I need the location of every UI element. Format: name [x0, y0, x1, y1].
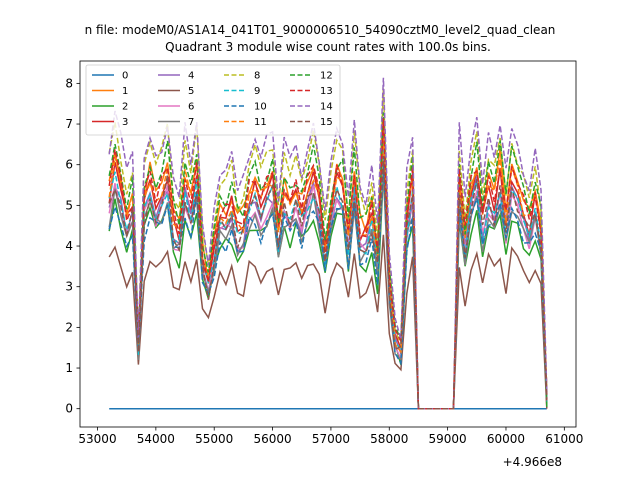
y-tick-label: 5 — [65, 198, 73, 212]
series-line-5 — [108, 234, 548, 410]
x-tick-label: 60000 — [487, 432, 525, 446]
x-tick-label: 57000 — [312, 432, 350, 446]
legend-label-9: 9 — [254, 86, 260, 97]
legend-label-13: 13 — [320, 86, 333, 97]
legend-label-0: 0 — [122, 71, 128, 82]
series-line-15 — [108, 155, 548, 410]
legend-label-7: 7 — [188, 117, 194, 128]
x-tick-label: 61000 — [545, 432, 583, 446]
legend-label-2: 2 — [122, 102, 128, 113]
legend-label-4: 4 — [188, 71, 194, 82]
legend-label-6: 6 — [188, 102, 194, 113]
y-tick-label: 3 — [65, 280, 73, 294]
y-tick-label: 0 — [65, 402, 73, 416]
x-tick-label: 58000 — [370, 432, 408, 446]
y-tick-label: 2 — [65, 320, 73, 334]
legend-label-8: 8 — [254, 71, 260, 82]
x-tick-label: 55000 — [195, 432, 233, 446]
axes-frame — [79, 60, 577, 428]
x-offset-label: +4.966e8 — [503, 455, 562, 469]
chart-title: Quadrant 3 module wise count rates with … — [165, 40, 491, 54]
legend-label-10: 10 — [254, 102, 267, 113]
legend-label-5: 5 — [188, 86, 194, 97]
series-line-12 — [108, 112, 548, 410]
figure-suptitle: n file: modeM0/AS1A14_041T01_9000006510_… — [85, 23, 556, 37]
series-line-8 — [108, 88, 548, 410]
plot-area — [108, 77, 548, 410]
x-tick-label: 59000 — [429, 432, 467, 446]
y-tick-label: 1 — [65, 361, 73, 375]
x-tick-label: 56000 — [253, 432, 291, 446]
y-tick-label: 7 — [65, 117, 73, 131]
series-line-13 — [108, 118, 548, 410]
series-line-10 — [108, 161, 548, 410]
series-line-9 — [108, 142, 548, 410]
legend-label-1: 1 — [122, 86, 128, 97]
series-line-14 — [108, 77, 548, 410]
legend-label-12: 12 — [320, 71, 333, 82]
axes: 53000 54000 55000 56000 57000 58000 59000 60000… — [65, 60, 583, 469]
y-tick-label: 8 — [65, 76, 73, 90]
legend-box — [85, 64, 341, 136]
series-lines — [108, 77, 548, 410]
y-tick-label: 6 — [65, 158, 73, 172]
legend-label-15: 15 — [320, 117, 333, 128]
legend-label-14: 14 — [320, 102, 333, 113]
legend-label-11: 11 — [254, 117, 267, 128]
x-tick-label: 53000 — [78, 432, 116, 446]
y-tick-label: 4 — [65, 239, 73, 253]
legend-label-3: 3 — [122, 117, 128, 128]
x-tick-label: 54000 — [137, 432, 175, 446]
